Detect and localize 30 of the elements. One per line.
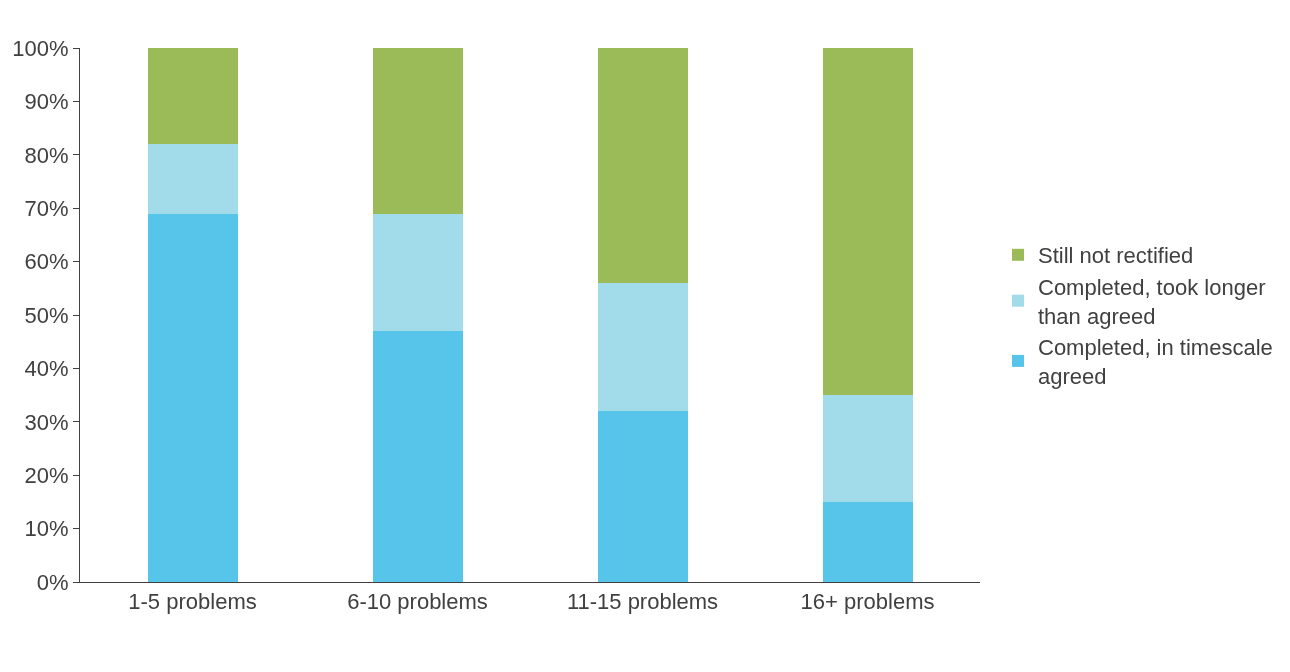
bar	[372, 213, 463, 332]
y-tick-label: 20%	[24, 462, 69, 488]
y-tick-label: 80%	[24, 142, 69, 168]
bar	[822, 395, 913, 502]
bar	[597, 282, 688, 412]
bar	[822, 48, 913, 396]
legend-label: Still not rectified	[1038, 243, 1194, 269]
y-tick-label: 30%	[24, 409, 69, 435]
legend-label: Completed, in timescale agreed	[1038, 335, 1273, 389]
bar	[147, 213, 238, 582]
bar	[597, 411, 688, 582]
y-tick-label: 0%	[36, 569, 69, 595]
x-tick-label: 6-10 problems	[347, 589, 488, 615]
y-tick-label: 90%	[24, 89, 69, 115]
y-tick-label: 40%	[24, 356, 69, 382]
bar	[372, 48, 463, 214]
x-tick-label: 16+ problems	[800, 589, 935, 615]
x-tick-label: 1-5 problems	[128, 589, 257, 615]
bar	[372, 331, 463, 582]
bar	[597, 48, 688, 283]
bar	[147, 48, 238, 145]
y-tick-label: 70%	[24, 195, 69, 221]
y-tick-label: 100%	[12, 35, 69, 61]
bar	[147, 144, 238, 214]
y-tick-label: 50%	[24, 302, 69, 328]
x-tick-label: 11-15 problems	[566, 589, 719, 615]
y-tick-label: 60%	[24, 249, 69, 275]
y-tick-label: 10%	[24, 516, 69, 542]
legend-label: Completed, took longer than agreed	[1038, 274, 1266, 329]
bar	[822, 501, 913, 582]
